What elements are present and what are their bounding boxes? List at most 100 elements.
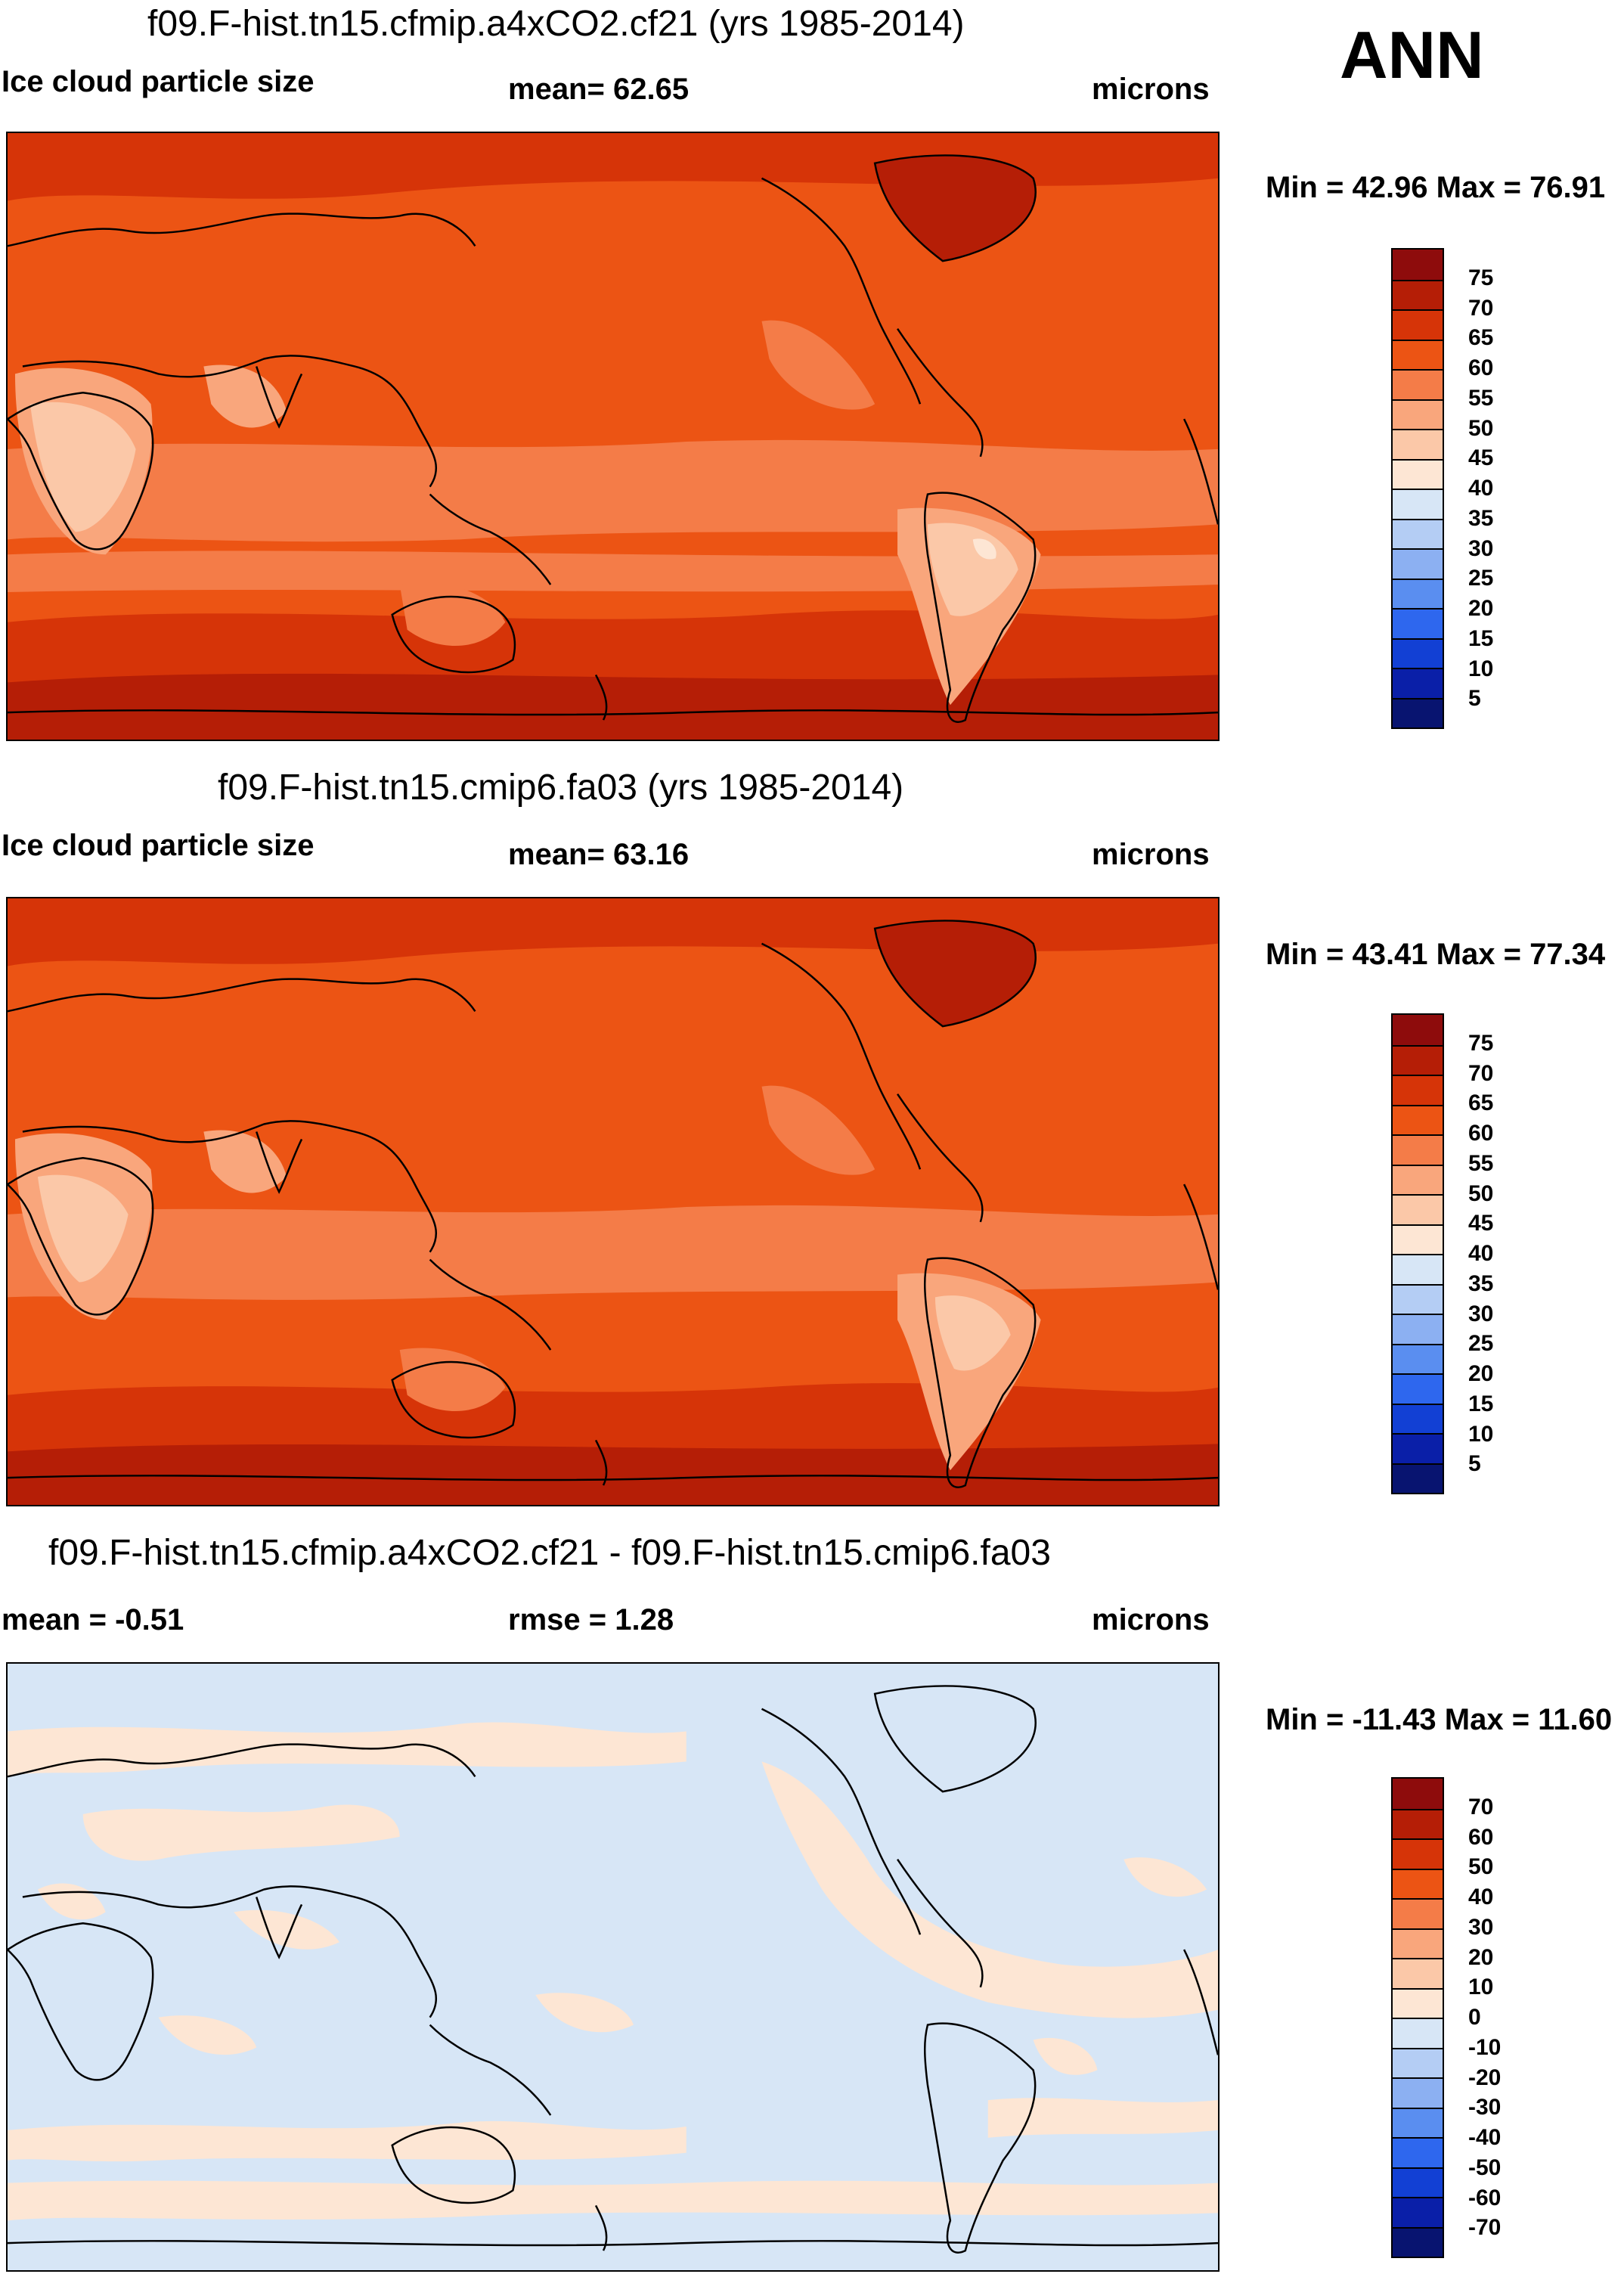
colorbar-box — [1393, 489, 1443, 519]
panel-2-minmax: Min = 43.41 Max = 77.34 — [1266, 938, 1606, 971]
coastline — [873, 1685, 1037, 1793]
colorbar-box — [1393, 1808, 1443, 1838]
map-field — [934, 1295, 1011, 1371]
colorbar-label: 15 — [1468, 1391, 1494, 1416]
colorbar-box — [1393, 1928, 1443, 1958]
colorbar-label: 40 — [1468, 1241, 1494, 1266]
colorbar-label: 30 — [1468, 535, 1494, 561]
colorbar-label: 35 — [1468, 505, 1494, 531]
panel-1-mean-label: mean= 62.65 — [508, 73, 690, 106]
panel-3-units: microns — [1092, 1603, 1210, 1636]
colorbar-box — [1393, 1254, 1443, 1284]
map-field — [8, 1444, 1218, 1505]
colorbar-label: 25 — [1468, 1331, 1494, 1357]
colorbar-box — [1393, 1463, 1443, 1493]
colorbar-box — [1393, 458, 1443, 489]
colorbar-box — [1393, 2167, 1443, 2197]
map-field — [761, 1761, 1218, 2018]
coastline — [897, 1094, 984, 1223]
coastline — [8, 392, 154, 551]
map-field — [927, 523, 1018, 616]
panel-1-left-label: Ice cloud particle size — [2, 65, 315, 98]
colorbar-box — [1393, 1403, 1443, 1433]
colorbar-label: -70 — [1468, 2215, 1502, 2241]
colorbar-box — [1393, 1898, 1443, 1928]
colorbar-box — [1393, 637, 1443, 668]
panel-2-colorbar — [1391, 1013, 1444, 1494]
colorbar-box — [1393, 1958, 1443, 1988]
map-field — [761, 1085, 876, 1175]
colorbar-label: 20 — [1468, 1944, 1494, 1970]
map-field — [535, 1993, 634, 2033]
coastline — [924, 2022, 1037, 2254]
map-2-svg — [8, 898, 1218, 1505]
coastline — [761, 1708, 922, 1935]
coastline — [429, 1258, 552, 1351]
colorbar-box — [1393, 1134, 1443, 1165]
colorbar-box — [1393, 1104, 1443, 1134]
map-field — [234, 1909, 339, 1950]
coastline — [255, 1897, 303, 1959]
coastline — [22, 355, 438, 488]
panel-2-units: microns — [1092, 838, 1210, 871]
map-field — [8, 2120, 686, 2162]
map-field — [158, 2015, 257, 2055]
map-1-svg — [8, 133, 1218, 740]
map-field — [82, 1804, 400, 1861]
coastline — [761, 942, 922, 1170]
colorbar-label: 45 — [1468, 1211, 1494, 1236]
colorbar-label: -30 — [1468, 2095, 1502, 2120]
coastline — [391, 2126, 516, 2204]
colorbar-label: 20 — [1468, 596, 1494, 621]
colorbar-label: 55 — [1468, 1150, 1494, 1176]
colorbar-label: 35 — [1468, 1270, 1494, 1296]
colorbar-label: 30 — [1468, 1301, 1494, 1326]
panel-3-minmax: Min = -11.43 Max = 11.60 — [1266, 1703, 1613, 1736]
colorbar-box — [1393, 1779, 1443, 1809]
colorbar-box — [1393, 2197, 1443, 2227]
coastline — [1182, 1949, 1218, 2055]
colorbar-label: 60 — [1468, 1824, 1494, 1850]
coastline — [429, 2024, 552, 2116]
panel-2-map — [6, 897, 1220, 1506]
panel-3-map — [6, 1662, 1220, 2272]
colorbar-box — [1393, 1373, 1443, 1404]
map-field — [875, 155, 1036, 262]
colorbar-label: 40 — [1468, 1885, 1494, 1909]
colorbar-label: 50 — [1468, 1854, 1494, 1880]
map-field — [972, 538, 996, 560]
colorbar-label: 65 — [1468, 1090, 1494, 1116]
coastline — [8, 1743, 476, 1778]
season-label: ANN — [1340, 17, 1484, 92]
map-field — [1123, 1857, 1207, 1897]
colorbar-label: 70 — [1468, 1794, 1494, 1819]
colorbar-box — [1393, 518, 1443, 548]
colorbar-box — [1393, 1015, 1443, 1045]
colorbar-box — [1393, 399, 1443, 429]
panel-3-rmse-label: rmse = 1.28 — [508, 1603, 674, 1636]
coastline — [255, 1131, 303, 1194]
colorbar-label: -60 — [1468, 2185, 1502, 2210]
panel-2-title: f09.F-hist.tn15.cmip6.fa03 (yrs 1985-201… — [218, 768, 904, 808]
coastline — [873, 920, 1037, 1028]
coastline — [8, 2240, 1218, 2247]
panel-1-colorbar — [1391, 248, 1444, 729]
colorbar-box — [1393, 2107, 1443, 2137]
panel-2-left-label: Ice cloud particle size — [2, 829, 315, 862]
colorbar-label: 70 — [1468, 1060, 1494, 1086]
map-field — [399, 582, 506, 647]
map-field — [761, 320, 876, 410]
colorbar-label: 5 — [1468, 1451, 1481, 1477]
colorbar-box — [1393, 1283, 1443, 1314]
colorbar-box — [1393, 1433, 1443, 1463]
panel-3-colorbar — [1391, 1777, 1444, 2258]
colorbar-label: -40 — [1468, 2125, 1502, 2150]
colorbar-label: 70 — [1468, 295, 1494, 321]
coastline — [22, 1885, 438, 2018]
colorbar-box — [1393, 369, 1443, 399]
colorbar-box — [1393, 1987, 1443, 2018]
colorbar-label: 0 — [1468, 2005, 1481, 2030]
coastline — [897, 328, 984, 458]
colorbar-box — [1393, 1314, 1443, 1344]
colorbar-label: 60 — [1468, 355, 1494, 380]
